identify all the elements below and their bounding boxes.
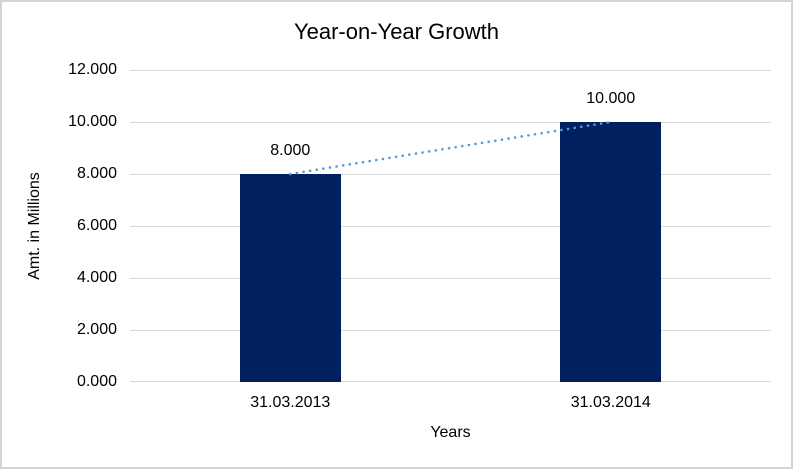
gridline	[130, 278, 771, 279]
x-axis-tick-label: 31.03.2014	[570, 394, 651, 411]
x-axis-title: Years	[430, 424, 471, 441]
gridline	[130, 174, 771, 175]
x-axis-tick-label: 31.03.2013	[250, 394, 331, 411]
plot-area	[130, 70, 771, 382]
y-axis-tick-label: 6.000	[76, 217, 117, 234]
y-axis-tick-label: 4.000	[76, 269, 117, 286]
y-axis-tick-label: 10.000	[68, 113, 117, 130]
y-axis-tick-label: 2.000	[76, 321, 117, 338]
gridline	[130, 122, 771, 123]
y-axis-tick-label: 12.000	[68, 61, 117, 78]
bar-31.03.2013	[239, 174, 341, 382]
gridline	[130, 381, 771, 382]
gridline	[130, 70, 771, 71]
data-label: 10.000	[586, 90, 636, 107]
data-label: 8.000	[270, 142, 311, 159]
trendline	[288, 120, 613, 176]
gridline	[130, 330, 771, 331]
gridline	[130, 226, 771, 227]
y-axis-tick-label: 8.000	[76, 165, 117, 182]
bar-31.03.2014	[560, 122, 662, 382]
chart-title: Year-on-Year Growth	[293, 19, 500, 44]
y-axis-tick-label: 0.000	[76, 373, 117, 390]
